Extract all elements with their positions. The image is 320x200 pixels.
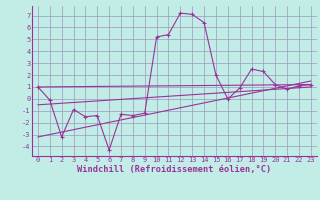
X-axis label: Windchill (Refroidissement éolien,°C): Windchill (Refroidissement éolien,°C)	[77, 165, 272, 174]
